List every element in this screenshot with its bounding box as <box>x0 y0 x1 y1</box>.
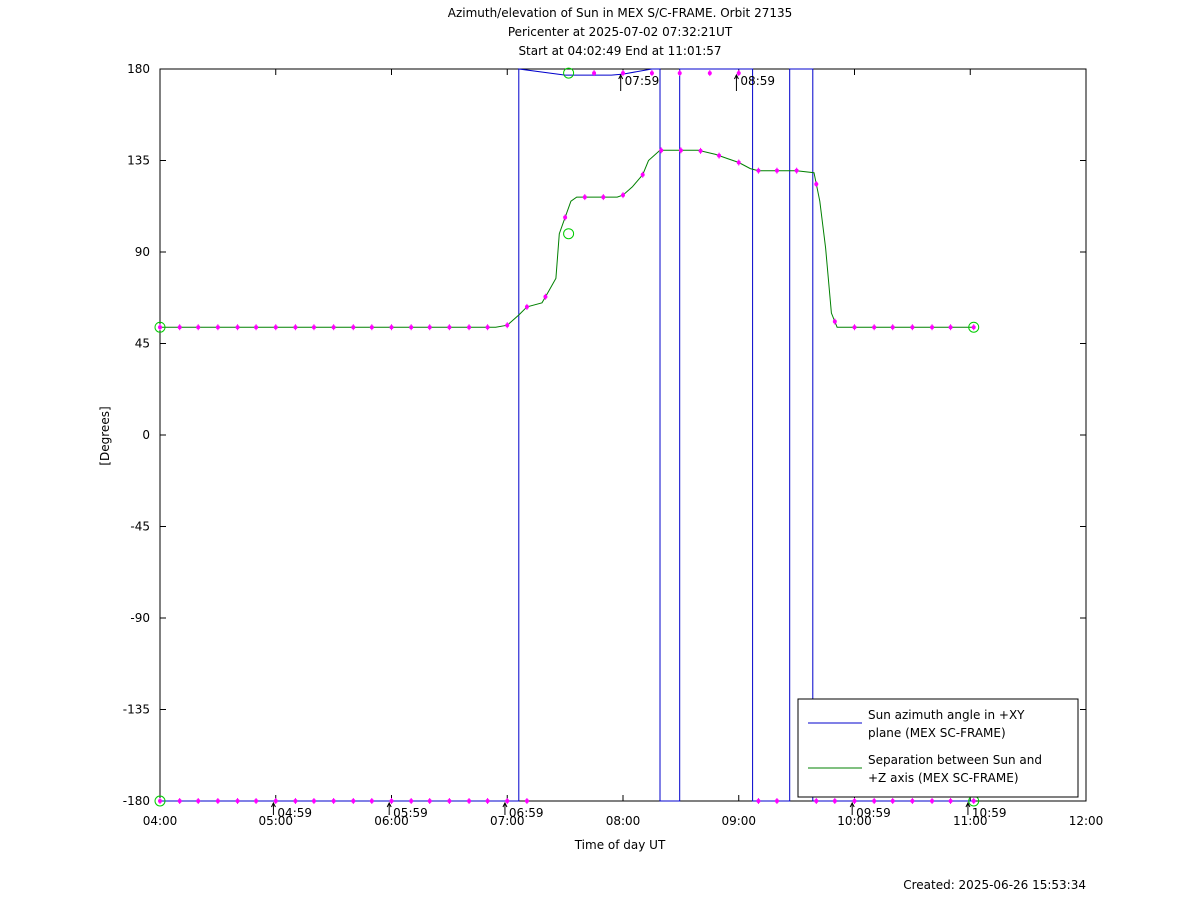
y-tick-label: -90 <box>130 611 150 625</box>
legend-label: Separation between Sun and <box>868 753 1042 767</box>
annotation-arrowhead <box>386 801 392 808</box>
y-tick-label: -45 <box>130 520 150 534</box>
legend: Sun azimuth angle in +XY plane (MEX SC-FR… <box>797 698 1079 798</box>
y-axis-label: [Degrees] <box>98 406 112 465</box>
chart-title-line-1: Azimuth/elevation of Sun in MEX S/C-FRAM… <box>448 6 793 20</box>
x-tick-label: 04:00 <box>143 814 178 828</box>
event-circle-marker <box>968 321 980 333</box>
annotation-arrowhead <box>618 73 624 80</box>
legend-label: +Z axis (MEX SC-FRAME) <box>868 771 1019 785</box>
y-tick-label: 90 <box>135 245 150 259</box>
annotation-arrowhead <box>849 801 855 808</box>
axes: 04:00 05:00 06:00 07:00 08:00 09:00 10:00 11:00… <box>123 62 1104 828</box>
y-tick-label: 135 <box>127 154 150 168</box>
annotation-label: 07:59 <box>625 74 660 88</box>
x-tick-label: 05:00 <box>258 814 293 828</box>
y-tick-label: 180 <box>127 62 150 76</box>
separation-series-line <box>160 149 974 328</box>
event-circle-marker <box>154 321 166 333</box>
x-tick-label: 09:00 <box>721 814 756 828</box>
y-tick-label: -180 <box>123 794 150 808</box>
annotation-arrowhead <box>270 801 276 808</box>
series-layer <box>160 68 974 802</box>
y-tick-label: -135 <box>123 703 150 717</box>
annotation-layer: 04:59 05:59 06:59 07:59 08:59 09:59 10:59 <box>270 73 1007 820</box>
legend-box <box>797 698 1079 798</box>
x-tick-label: 10:00 <box>837 814 872 828</box>
chart-title-line-3: Start at 04:02:49 End at 11:01:57 <box>518 44 721 58</box>
annotation-label: 10:59 <box>972 806 1007 820</box>
event-circle-marker <box>154 795 166 807</box>
y-tick-label: 0 <box>142 428 150 442</box>
annotation-label: 06:59 <box>509 806 544 820</box>
event-circle-marker <box>563 228 575 240</box>
plot-frame <box>159 68 1087 802</box>
y-tick-label: 45 <box>135 337 150 351</box>
legend-label: plane (MEX SC-FRAME) <box>868 726 1006 740</box>
x-tick-label: 07:00 <box>490 814 525 828</box>
x-tick-label: 06:00 <box>374 814 409 828</box>
annotation-label: 08:59 <box>740 74 775 88</box>
legend-label: Sun azimuth angle in +XY <box>868 708 1025 722</box>
annotation-arrowhead <box>502 801 508 808</box>
x-tick-label: 12:00 <box>1069 814 1104 828</box>
annotation-label: 04:59 <box>277 806 312 820</box>
x-axis-label: Time of day UT <box>574 838 666 852</box>
x-tick-label: 11:00 <box>953 814 988 828</box>
event-circle-marker <box>563 67 575 79</box>
chart-title-line-2: Pericenter at 2025-07-02 07:32:21UT <box>508 25 733 39</box>
annotation-label: 05:59 <box>393 806 428 820</box>
annotation-label: 09:59 <box>856 806 891 820</box>
x-tick-label: 08:00 <box>606 814 641 828</box>
annotation-arrowhead <box>965 801 971 808</box>
annotation-arrowhead <box>733 73 739 80</box>
created-timestamp: Created: 2025-06-26 15:53:34 <box>903 878 1086 892</box>
chart-title: Azimuth/elevation of Sun in MEX S/C-FRAM… <box>448 6 793 58</box>
marker-layer <box>154 67 980 807</box>
azimuth-series-line <box>160 68 974 802</box>
